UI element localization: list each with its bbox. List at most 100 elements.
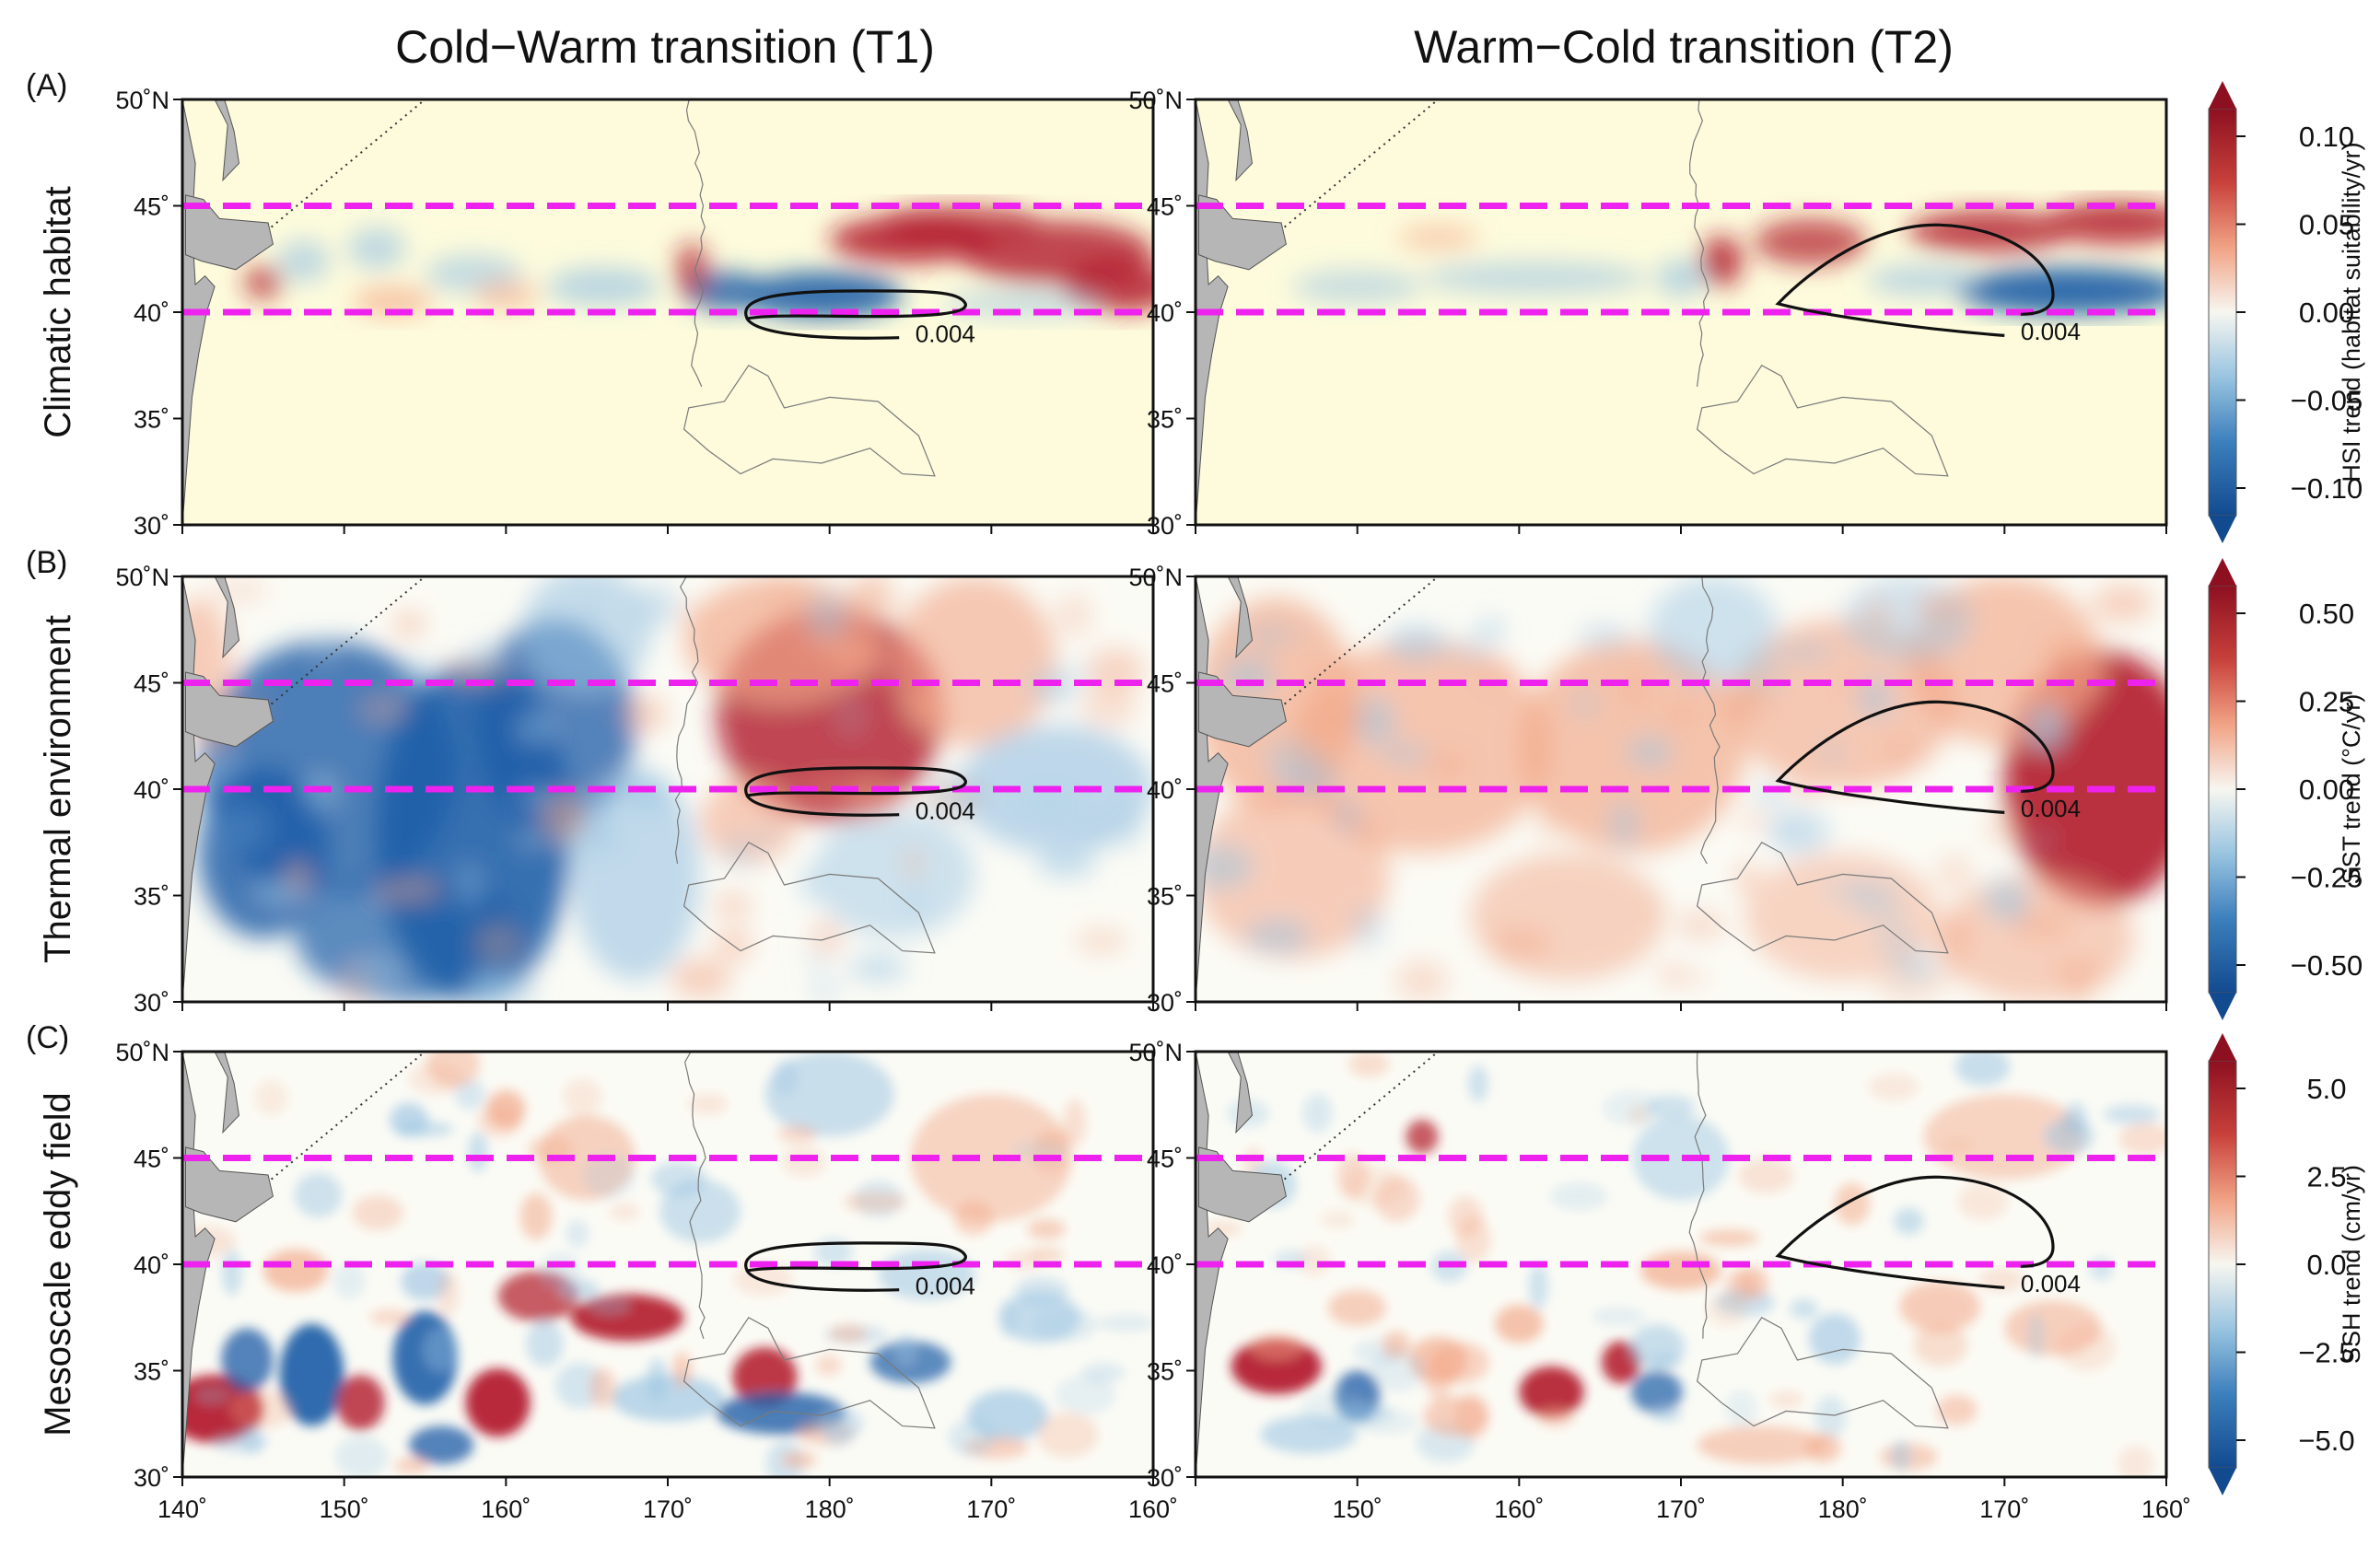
trend-texture-cell (563, 1078, 602, 1116)
trend-texture-cell (455, 864, 482, 908)
map-panel-B-T2: 0.004 50˚N 45˚ 40˚ 35˚ 30˚ (1128, 564, 2168, 1017)
trend-texture-cell (1035, 851, 1097, 878)
panel-tag: (B) (26, 545, 67, 580)
x-tick-label: 160˚ (481, 1495, 531, 1523)
trend-anomaly-blob (335, 1375, 385, 1431)
trend-texture-cell (714, 926, 753, 963)
trend-texture-cell (437, 1270, 459, 1317)
map-content: 0.004 (1196, 99, 2166, 525)
trend-texture-cell (393, 611, 426, 637)
colorbar-label: HSI trend (habitat suitability/yr) (2338, 142, 2365, 482)
trend-texture-cell (1337, 797, 1359, 835)
trend-anomaly-blob (1700, 235, 1743, 287)
trend-anomaly-blob (813, 810, 975, 938)
trend-anomaly-blob (1754, 218, 1867, 266)
trend-texture-cell (1491, 927, 1550, 960)
trend-texture-cell (1244, 919, 1311, 954)
trend-anomaly-blob (465, 1368, 531, 1437)
trend-anomaly-blob (352, 286, 434, 317)
trend-texture-cell (773, 1059, 799, 1097)
colorbar-max-arrow (2209, 1033, 2236, 1061)
trend-texture-cell (1528, 1262, 1548, 1309)
trend-texture-cell (1861, 597, 1896, 628)
row-A: (A) Climatic habitat 0.004 50˚N 45˚ 40˚ 35˚ 30˚… (26, 68, 2365, 543)
shatsky-rise-outline (682, 365, 936, 477)
contour-label: 0.004 (2021, 1270, 2081, 1297)
trend-texture-cell (541, 795, 586, 840)
trend-texture-cell (1253, 627, 1312, 644)
sakhalin-shape (214, 1052, 240, 1134)
trend-texture-cell (1027, 1218, 1066, 1239)
trend-texture-cell (565, 1219, 589, 1249)
colorbar-tick-label: −0.05 (2291, 385, 2362, 417)
trend-texture-cell (377, 878, 443, 902)
trend-texture-cell (1706, 1292, 1747, 1328)
trend-texture-cell (1570, 688, 1600, 719)
trend-texture-cell (1382, 1331, 1411, 1358)
trend-texture-cell (1676, 910, 1726, 940)
significance-contour (744, 1241, 967, 1292)
kuril-islands (1283, 1052, 1440, 1181)
trend-texture-cell (1219, 658, 1276, 695)
map-panel-C-T2: 0.004 50˚N 45˚ 40˚ 35˚ 30˚ (1128, 1039, 2168, 1492)
trend-texture-cell (1646, 898, 1664, 914)
trend-texture-cell (762, 580, 818, 609)
trend-texture-cell (1320, 1210, 1356, 1229)
y-tick-label: 40˚ (134, 1251, 169, 1279)
sakhalin-shape (214, 99, 240, 182)
trend-texture-cell (1448, 635, 1493, 664)
trend-texture-cell (2103, 1104, 2161, 1124)
trend-texture-cell (477, 1105, 522, 1137)
y-tick-label: 40˚ (1147, 299, 1183, 327)
x-tick-label: 170˚ (966, 1495, 1016, 1523)
y-tick-label: 50˚N (115, 1039, 169, 1066)
y-tick-label: 50˚N (1128, 1039, 1183, 1066)
trend-texture-cell (1431, 1342, 1489, 1384)
x-tick-label: 150˚ (320, 1495, 369, 1523)
x-tick-label: 150˚ (1333, 1495, 1382, 1523)
trend-texture-cell (1327, 1289, 1386, 1327)
trend-anomaly-blob (1697, 1425, 1827, 1465)
colorbar-C: 5.0 2.5 0.0 −2.5 −5.0 SSH trend (cm/yr) (2208, 1033, 2365, 1495)
y-tick-label: 35˚ (134, 883, 169, 911)
trend-anomaly-blob (1397, 225, 1479, 250)
trend-texture-cell (1719, 679, 1769, 719)
emperor-seamount-chain (1689, 99, 1709, 387)
trend-texture-cell (781, 1451, 817, 1469)
trend-texture-cell (802, 950, 834, 969)
trend-texture-cell (1933, 915, 1972, 960)
trend-texture-cell (1063, 1099, 1087, 1146)
trend-texture-cell (1537, 1407, 1574, 1427)
trend-anomaly-blob (1406, 1119, 1439, 1154)
trend-texture-cell (582, 1153, 636, 1198)
sakhalin-shape (1227, 1052, 1254, 1134)
trend-anomaly-blob (1470, 853, 1665, 981)
panel-tag: (C) (26, 1020, 69, 1055)
significance-contour (1775, 1175, 2055, 1289)
trend-texture-cell (1887, 733, 1917, 770)
trend-texture-cell (1739, 808, 1772, 833)
x-tick-label: 140˚ (158, 1495, 207, 1523)
trend-texture-cell (1659, 966, 1689, 984)
y-tick-label: 50˚N (115, 87, 169, 114)
trend-texture-cell (1646, 1094, 1696, 1120)
trend-texture-cell (1308, 706, 1371, 731)
trend-texture-cell (1734, 861, 1760, 895)
significance-contour (1775, 223, 2055, 337)
trend-texture-cell (904, 889, 928, 912)
trend-anomaly-blob (521, 576, 652, 694)
trend-texture-cell (1079, 827, 1118, 849)
trend-texture-cell (777, 1124, 817, 1144)
row-C: (C) Mesoscale eddy field 0.004 50˚N 45˚ 40˚ 35… (26, 1020, 2365, 1495)
x-tick-label: 170˚ (643, 1495, 693, 1523)
trend-anomaly-blob (1648, 576, 1779, 683)
trend-texture-cell (369, 1309, 411, 1325)
trend-texture-cell (1454, 1392, 1489, 1440)
trend-texture-cell (1814, 1395, 1848, 1439)
row-label: Thermal environment (38, 615, 78, 963)
trend-anomaly-blob (732, 1347, 798, 1407)
trend-texture-cell (815, 1355, 842, 1376)
trend-texture-cell (998, 1299, 1018, 1339)
sakhalin-shape (214, 576, 240, 659)
